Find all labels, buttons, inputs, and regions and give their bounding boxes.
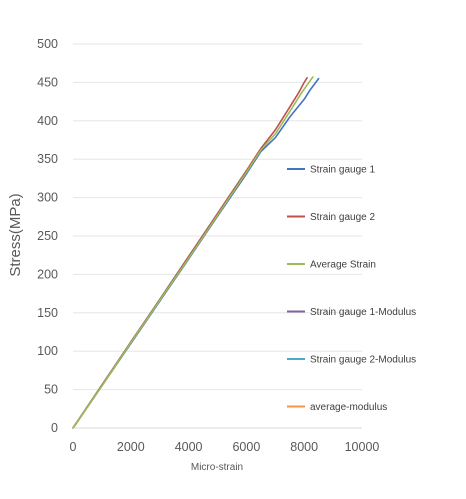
y-tick-label: 450 <box>37 75 58 89</box>
x-tick-label: 2000 <box>117 440 145 454</box>
y-tick-label: 300 <box>37 191 58 205</box>
y-tick-label: 50 <box>44 383 58 397</box>
legend-label: Strain gauge 1-Modulus <box>310 307 416 318</box>
legend-item: Strain gauge 2-Modulus <box>287 355 416 366</box>
legend-label: Strain gauge 2 <box>310 212 375 223</box>
legend-label: Average Strain <box>310 260 376 271</box>
y-axis-label: Stress(MPa) <box>7 193 24 276</box>
legend-item: Strain gauge 1 <box>287 165 375 176</box>
legend: Strain gauge 1 Strain gauge 2 Average Stra… <box>287 165 416 413</box>
x-tick-label: 8000 <box>290 440 318 454</box>
y-tick-label: 250 <box>37 229 58 243</box>
y-axis-ticks: 0 50 100 150 200 250 300 350 400 450 500 <box>37 37 58 435</box>
y-tick-label: 100 <box>37 344 58 358</box>
x-tick-label: 6000 <box>232 440 260 454</box>
legend-label: Strain gauge 1 <box>310 165 375 176</box>
x-axis-ticks: 0 2000 4000 6000 8000 10000 <box>70 440 380 454</box>
y-tick-label: 350 <box>37 152 58 166</box>
y-tick-label: 400 <box>37 114 58 128</box>
legend-label: Strain gauge 2-Modulus <box>310 355 416 366</box>
y-tick-label: 200 <box>37 267 58 281</box>
y-tick-label: 500 <box>37 37 58 51</box>
x-tick-label: 0 <box>70 440 77 454</box>
legend-item: Strain gauge 1-Modulus <box>287 307 416 318</box>
legend-item: average-modulus <box>287 402 387 413</box>
x-tick-label: 4000 <box>175 440 203 454</box>
series-line-3 <box>72 76 314 429</box>
legend-item: Average Strain <box>287 260 376 271</box>
series-line-1 <box>72 77 320 429</box>
y-tick-label: 150 <box>37 306 58 320</box>
gridlines <box>73 43 362 391</box>
y-tick-label: 0 <box>51 421 58 435</box>
x-axis-label: Micro-strain <box>191 462 243 473</box>
legend-label: average-modulus <box>310 402 387 413</box>
x-tick-label: 10000 <box>345 440 380 454</box>
legend-item: Strain gauge 2 <box>287 212 375 223</box>
series-lines <box>72 76 320 429</box>
